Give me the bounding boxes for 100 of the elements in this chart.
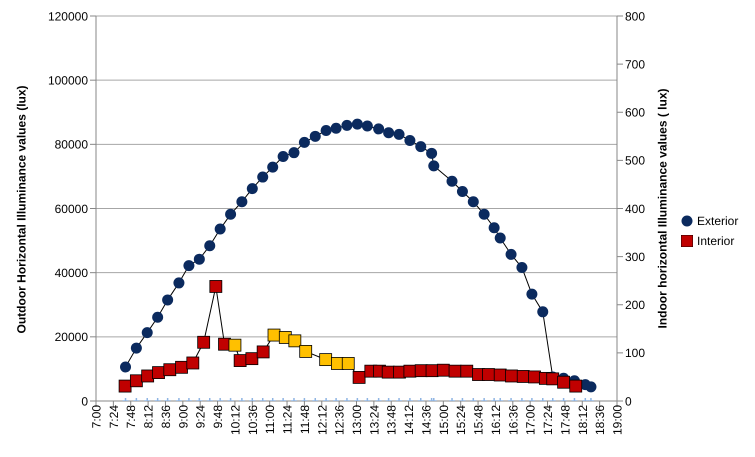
point (352, 118, 363, 130)
point (373, 123, 384, 134)
x-tick-label: 12:36 (332, 404, 347, 436)
y2-tick-label: 600 (625, 106, 646, 120)
y2-tick-label: 500 (625, 154, 646, 168)
point (319, 353, 332, 366)
point (186, 356, 200, 370)
point (246, 183, 258, 194)
x-tick-label: 10:36 (246, 404, 260, 436)
point (236, 196, 248, 208)
legend-label: Exterior (697, 214, 738, 228)
x-tick-label: 15:00 (436, 404, 451, 436)
x-tick-label: 12:12 (315, 404, 330, 436)
point (537, 306, 548, 318)
point (330, 122, 342, 134)
point (394, 128, 405, 140)
point (152, 366, 165, 380)
x-tick-label: 15:48 (472, 404, 486, 436)
x-tick-label: 10:12 (228, 404, 242, 436)
point (516, 262, 528, 274)
point (118, 380, 132, 392)
x-tick-label: 13:00 (350, 404, 364, 436)
x-tick-label: 17:24 (541, 404, 556, 436)
point (446, 176, 458, 187)
y-tick-label: 100000 (48, 73, 88, 88)
point (320, 125, 332, 136)
point (214, 224, 226, 235)
x-tick-label: 7:00 (90, 404, 104, 428)
y-tick-label: 60000 (54, 202, 88, 216)
point (209, 280, 222, 293)
point (415, 141, 426, 152)
point (257, 172, 268, 183)
point (506, 248, 517, 260)
x-tick-label: 11:24 (280, 404, 295, 434)
point (482, 368, 495, 381)
legend-label: Interior (697, 234, 734, 248)
point (342, 357, 355, 370)
y2-tick-label: 800 (625, 9, 646, 24)
x-tick-label: 7:24 (106, 404, 121, 428)
point (175, 360, 188, 374)
point (256, 346, 270, 358)
point (163, 363, 176, 376)
point (494, 232, 506, 244)
x-tick-label: 8:12 (142, 404, 156, 428)
point (268, 328, 280, 342)
point (194, 254, 205, 265)
x-tick-label: 9:48 (211, 404, 226, 428)
x-tick-label: 14:36 (419, 404, 434, 436)
point (197, 336, 210, 349)
point (505, 370, 518, 382)
y2-tick-label: 100 (625, 346, 646, 360)
point (130, 374, 143, 388)
y-tick-label: 20000 (54, 330, 88, 344)
point (152, 312, 164, 323)
y-tick-label: 0 (81, 394, 88, 408)
x-tick-label: 13:24 (367, 404, 382, 436)
y2-tick-label: 400 (625, 202, 646, 216)
point (299, 345, 312, 358)
x-tick-label: 18:36 (593, 404, 608, 436)
y2-tick-label: 300 (625, 250, 646, 264)
x-tick-label: 19:00 (610, 404, 625, 436)
point (478, 208, 490, 220)
x-tick-label: 13:48 (384, 404, 399, 436)
y2-tick-label: 700 (625, 57, 646, 72)
point (428, 160, 440, 172)
point (460, 364, 474, 378)
x-tick-label: 16:36 (506, 404, 520, 436)
point (234, 354, 247, 367)
y-tick-label: 120000 (48, 9, 88, 24)
y2-tick-label: 200 (625, 298, 646, 312)
point (288, 334, 302, 348)
point (245, 352, 258, 366)
point (120, 361, 132, 372)
point (310, 130, 321, 142)
point (225, 208, 236, 220)
point (352, 371, 366, 384)
point (204, 240, 216, 252)
point (341, 120, 352, 131)
x-tick-label: 8:36 (158, 404, 173, 428)
point (526, 288, 538, 300)
point (426, 148, 438, 159)
x-tick-label: 16:12 (488, 404, 503, 436)
point (362, 120, 373, 132)
x-tick-label: 9:00 (176, 404, 190, 428)
x-tick-label: 15:24 (454, 404, 468, 436)
point (267, 162, 278, 173)
point (298, 136, 310, 148)
point (404, 134, 416, 146)
x-tick-label: 11:00 (263, 404, 278, 434)
y-axis-title: Outdoor Horizontal Illuminance values (lux) (14, 85, 28, 334)
point (488, 222, 500, 234)
point (278, 151, 289, 162)
x-tick-label: 17:00 (524, 404, 538, 436)
y2-tick-label: 0 (625, 394, 632, 408)
point (383, 127, 394, 138)
x-tick-label: 18:12 (576, 404, 590, 436)
x-tick-label: 9:24 (194, 404, 208, 428)
x-tick-label: 7:48 (124, 404, 138, 428)
x-tick-label: 11:48 (298, 404, 312, 434)
point (173, 277, 184, 288)
